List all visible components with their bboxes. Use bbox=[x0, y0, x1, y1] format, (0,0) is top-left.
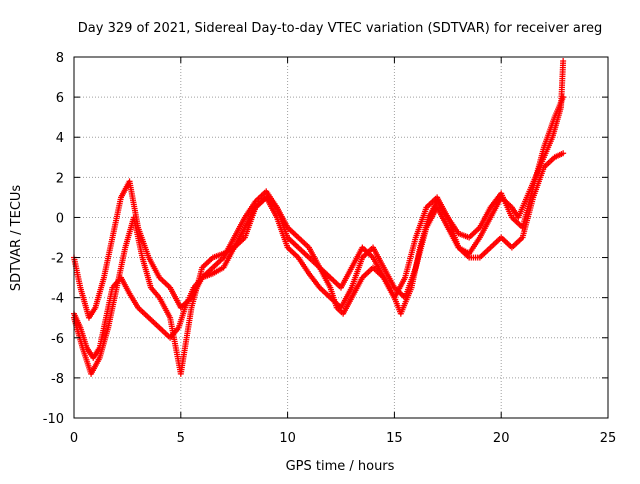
x-tick-label: 10 bbox=[279, 431, 296, 446]
chart-title: Day 329 of 2021, Sidereal Day-to-day VTE… bbox=[78, 21, 602, 36]
x-tick-label: 25 bbox=[600, 431, 617, 446]
y-tick-label: -4 bbox=[51, 292, 64, 307]
y-tick-label: 2 bbox=[56, 171, 64, 186]
x-axis-label: GPS time / hours bbox=[286, 459, 395, 474]
y-tick-label: -10 bbox=[43, 412, 64, 427]
y-tick-label: -2 bbox=[51, 252, 64, 267]
y-tick-label: 4 bbox=[56, 131, 64, 146]
grid-lines bbox=[74, 57, 608, 418]
y-tick-label: -6 bbox=[51, 332, 64, 347]
x-tick-label: 15 bbox=[386, 431, 403, 446]
plot-frame bbox=[73, 56, 609, 419]
y-tick-label: -8 bbox=[51, 372, 64, 387]
data-point bbox=[560, 58, 567, 65]
y-tick-label: 8 bbox=[56, 51, 64, 66]
y-tick-label: 6 bbox=[56, 91, 64, 106]
x-tick-label: 5 bbox=[177, 431, 185, 446]
data-point bbox=[560, 94, 567, 101]
data-point bbox=[560, 150, 567, 157]
y-axis-label: SDTVAR / TECUs bbox=[9, 185, 24, 292]
y-tick-label: 0 bbox=[56, 211, 64, 226]
x-tick-label: 20 bbox=[493, 431, 510, 446]
axis-ticks: 0 5 10 15 20 25 -10 -8 -6 -4 -2 0 2 4 6 8 bbox=[43, 51, 617, 446]
data-points bbox=[71, 58, 567, 377]
x-tick-label: 0 bbox=[70, 431, 78, 446]
